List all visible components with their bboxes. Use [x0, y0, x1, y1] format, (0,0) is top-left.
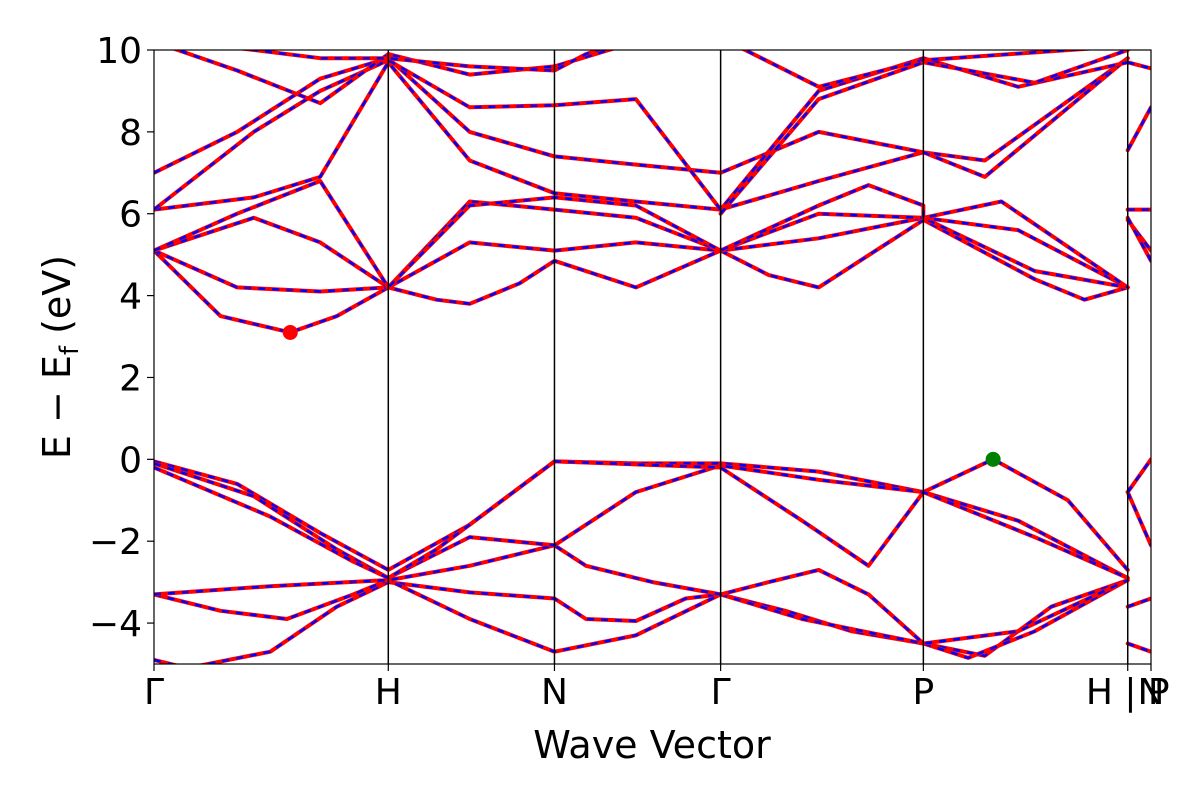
x-axis-label: Wave Vector [533, 723, 771, 767]
y-tick-label-4: 4 [119, 277, 142, 318]
x-tick-label-2: N [541, 672, 568, 713]
y-tick-label-6: 8 [119, 113, 142, 154]
bands-layer [154, 50, 1151, 664]
x-tick-label-1: H [375, 672, 402, 713]
extremum-marker-vbm [985, 451, 1001, 467]
x-tick-label-0: Γ [144, 672, 164, 713]
y-tick-label-5: 6 [119, 195, 142, 236]
y-tick-label-1: −2 [89, 522, 142, 563]
band-14-calc-b [243, 50, 603, 72]
y-tick-label-3: 2 [119, 358, 142, 399]
band-5-calc-a [154, 459, 1130, 580]
y-axis-label-main: E − E [35, 355, 79, 459]
band-15-calc-a [718, 50, 1131, 216]
band-1-calc-b [154, 578, 1151, 660]
plot-background [154, 50, 1151, 664]
band-12-calc-b [154, 56, 1151, 211]
band-7-calc-b [154, 216, 1128, 293]
y-tick-label-2: 0 [119, 440, 142, 481]
y-axis-label-unit: (eV) [35, 255, 79, 334]
y-tick-label-7: 10 [96, 31, 142, 72]
x-tick-label-3: Γ [711, 672, 731, 713]
band-3-calc-b [154, 458, 1151, 572]
y-axis-label-sub: f [55, 345, 85, 355]
extrema-markers [282, 324, 1001, 467]
x-tick-label-4: P [912, 672, 934, 713]
y-axis-label: E − Ef (eV) [35, 255, 85, 459]
x-tick-label-5: H | P [1086, 672, 1170, 713]
band-2-calc-b [154, 491, 1151, 645]
plot-frame [153, 49, 1152, 665]
x-tick-label-6: N [1138, 672, 1165, 713]
band-0-calc-b [154, 578, 1151, 664]
band-13-calc-b [173, 50, 1088, 105]
band-10-calc-b [154, 57, 1151, 211]
kpoint-lines [387, 50, 1129, 664]
band-11-calc-b [154, 56, 1151, 179]
svg-text:E − Ef(eV): E − Ef (eV) [35, 255, 85, 459]
y-axis-ticks: −4 −2 0 2 4 6 8 10 [89, 31, 154, 645]
extremum-marker-cbm [282, 324, 298, 340]
y-tick-label-0: −4 [89, 604, 142, 645]
